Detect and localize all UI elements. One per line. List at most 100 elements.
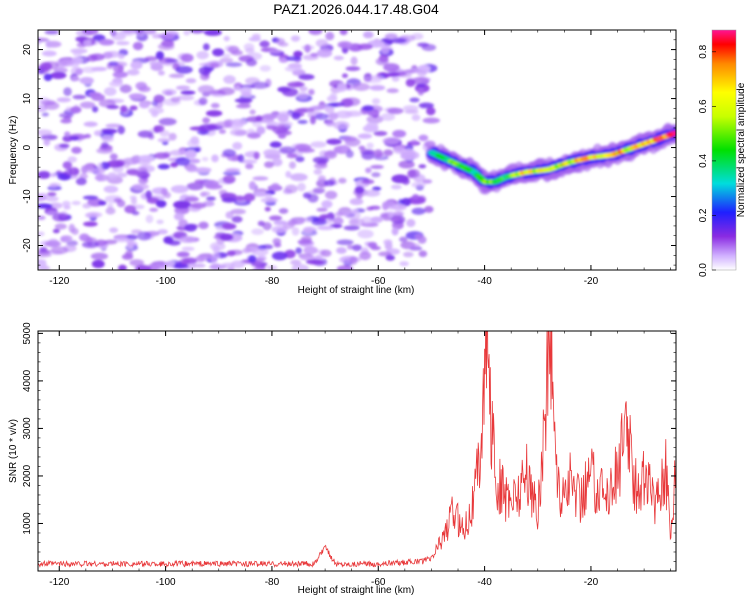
spectrogram-noise-blob: [366, 142, 374, 149]
spectrogram-noise-blob: [421, 43, 437, 52]
spectrogram-noise-blob: [219, 233, 234, 241]
spectrogram-noise-blob: [383, 239, 393, 246]
spectrogram-noise-blob: [45, 39, 53, 49]
spectrogram-y-tick-label: -10: [22, 189, 33, 204]
spectrogram-x-tick-label: -120: [49, 276, 69, 287]
spectrogram-noise-blob: [158, 33, 174, 40]
spectrogram-noise-blob: [295, 247, 303, 255]
spectrogram-noise-blob: [102, 51, 113, 59]
spectrogram-noise-blob: [391, 227, 399, 236]
spectrogram-noise-blob: [184, 149, 197, 159]
spectrogram-noise-blob: [109, 227, 119, 233]
spectrogram-noise-blob: [128, 93, 145, 100]
spectrogram-noise-blob: [210, 102, 220, 109]
spectrogram-noise-blob: [38, 259, 47, 269]
spectrogram-noise-blob: [62, 135, 73, 143]
spectrogram-noise-blob: [170, 185, 189, 194]
spectrogram-noise-blob: [291, 227, 300, 236]
spectrogram-noise-blob: [359, 251, 372, 261]
spectrogram-noise-blob: [71, 76, 80, 82]
spectrogram-noise-blob: [424, 205, 434, 213]
spectrogram-noise-blob: [129, 195, 137, 200]
spectrogram-noise-blob: [41, 50, 57, 57]
spectrogram-noise-blob: [422, 179, 433, 184]
spectrogram-noise-blob: [198, 124, 217, 132]
spectrogram-noise-blob: [295, 156, 305, 163]
spectrogram-noise-blob: [328, 112, 339, 121]
spectrogram-noise-blob: [326, 95, 338, 103]
spectrogram-noise-blob: [297, 119, 308, 124]
spectrogram-noise-blob: [356, 191, 363, 200]
spectrogram-noise-blob: [189, 158, 201, 164]
spectrogram-noise-blob: [251, 81, 269, 89]
spectrogram-noise-blob: [252, 176, 269, 181]
spectrogram-noise-blob: [71, 227, 79, 235]
spectrogram-noise-blob: [209, 62, 220, 68]
spectrogram-noise-blob: [325, 120, 336, 127]
spectrogram-noise-blob: [261, 113, 278, 120]
spectrogram-noise-blob: [324, 190, 338, 200]
spectrogram-noise-blob: [83, 237, 97, 243]
spectrogram-noise-blob: [248, 181, 257, 191]
spectrogram-noise-blob: [391, 203, 407, 211]
spectrogram-noise-blob: [65, 167, 73, 177]
spectrogram-noise-blob: [271, 251, 288, 261]
spectrogram-noise-blob: [183, 30, 191, 36]
spectrogram-noise-blob: [316, 48, 333, 58]
spectrogram-noise-blob: [131, 210, 140, 216]
spectrogram-noise-blob: [117, 125, 125, 135]
spectrogram-noise-blob: [357, 133, 373, 139]
spectrogram-noise-blob: [232, 141, 243, 150]
spectrogram-noise-blob: [370, 75, 385, 80]
spectrogram-noise-blob: [390, 37, 407, 44]
spectrogram-noise-blob: [108, 61, 119, 66]
spectrogram-noise-blob: [197, 84, 215, 94]
spectrogram-noise-blob: [202, 43, 210, 51]
spectrogram-noise-blob: [308, 89, 315, 96]
spectrogram-noise-blob: [106, 160, 124, 168]
spectrogram-noise-blob: [366, 110, 380, 116]
colorbar-tick-label: 0.4: [698, 154, 709, 168]
spectrogram-noise-blob: [132, 41, 144, 51]
spectrogram-noise-blob: [341, 73, 348, 79]
spectrogram-noise-blob: [385, 254, 395, 261]
spectrogram-noise-blob: [251, 247, 269, 256]
spectrogram-noise-blob: [297, 182, 306, 192]
spectrogram-noise-blob: [118, 264, 127, 270]
spectrogram-noise-blob: [387, 211, 395, 218]
spectrogram-noise-blob: [317, 225, 335, 231]
spectrogram-noise-blob: [196, 50, 209, 60]
spectrogram-noise-blob: [137, 231, 152, 241]
spectrogram-noise-blob: [185, 164, 198, 173]
spectrogram-noise-blob: [202, 117, 211, 124]
spectrogram-ridge-core: [671, 130, 676, 136]
spectrogram-noise-blob: [62, 200, 71, 207]
spectrogram-noise-blob: [382, 201, 389, 211]
spectrogram-noise-blob: [201, 156, 209, 162]
spectrogram-noise-blob: [361, 150, 375, 160]
spectrogram-y-tick-label: 20: [22, 44, 33, 56]
spectrogram-noise-blob: [240, 159, 258, 164]
spectrogram-noise-blob: [210, 253, 221, 260]
colorbar-gradient: [712, 30, 736, 270]
spectrogram-noise-blob: [372, 186, 382, 191]
snr-plot-area: [38, 331, 676, 571]
spectrogram-noise-blob: [82, 203, 92, 209]
spectrogram-noise-blob: [167, 240, 181, 246]
spectrogram-noise-blob: [208, 264, 227, 270]
spectrogram-noise-blob: [221, 53, 231, 58]
spectrogram-noise-blob: [230, 208, 246, 215]
spectrogram-noise-blob: [137, 160, 151, 166]
spectrogram-noise-blob: [168, 73, 185, 79]
spectrogram-noise-blob: [263, 149, 281, 157]
snr-y-ticks: 1000 2000 3000 4000 5000: [22, 322, 676, 562]
spectrogram-noise-blob: [315, 39, 328, 48]
spectrogram-noise-blob: [270, 183, 281, 192]
spectrogram-noise-blob: [268, 49, 283, 54]
snr-x-tick-label: -40: [477, 577, 492, 588]
spectrogram-noise-blob: [67, 156, 77, 163]
spectrogram-noise-blob: [417, 69, 427, 77]
spectrogram-noise-blob: [412, 194, 420, 200]
spectrogram-noise-blob: [370, 246, 381, 251]
spectrogram-noise-blob: [101, 142, 109, 149]
